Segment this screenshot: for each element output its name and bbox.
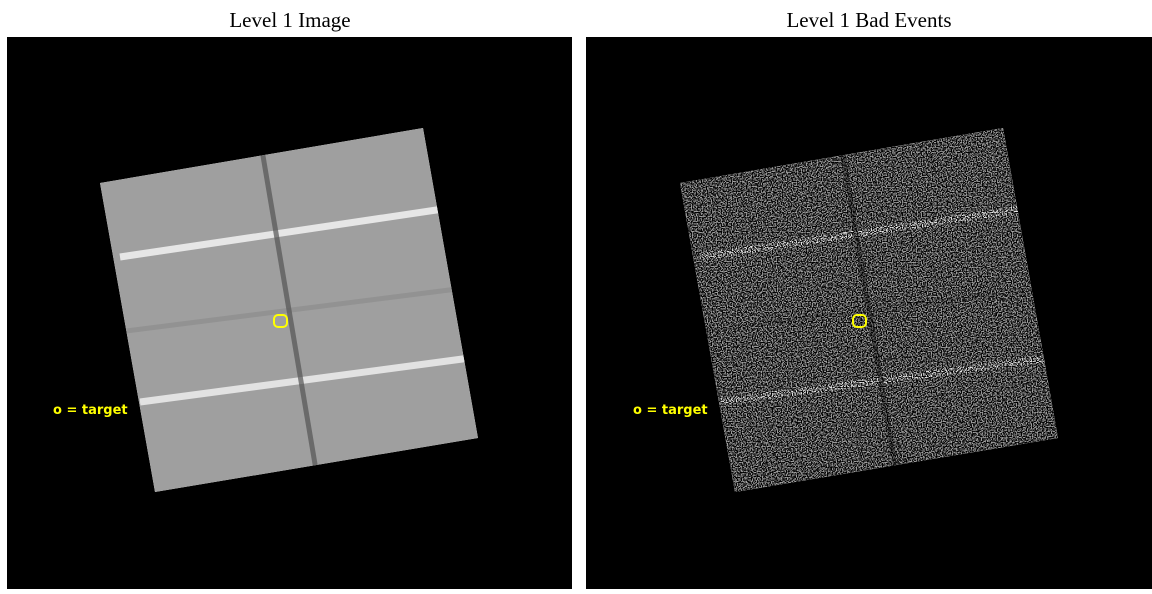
legend-label: o = target [633, 403, 708, 418]
detector-image [100, 128, 478, 492]
panel-title: Level 1 Image [229, 8, 350, 32]
target-marker [852, 314, 867, 328]
legend-label: o = target [53, 403, 128, 418]
panel-title: Level 1 Bad Events [786, 8, 951, 32]
detector-image [680, 128, 1058, 492]
target-marker [273, 314, 288, 328]
